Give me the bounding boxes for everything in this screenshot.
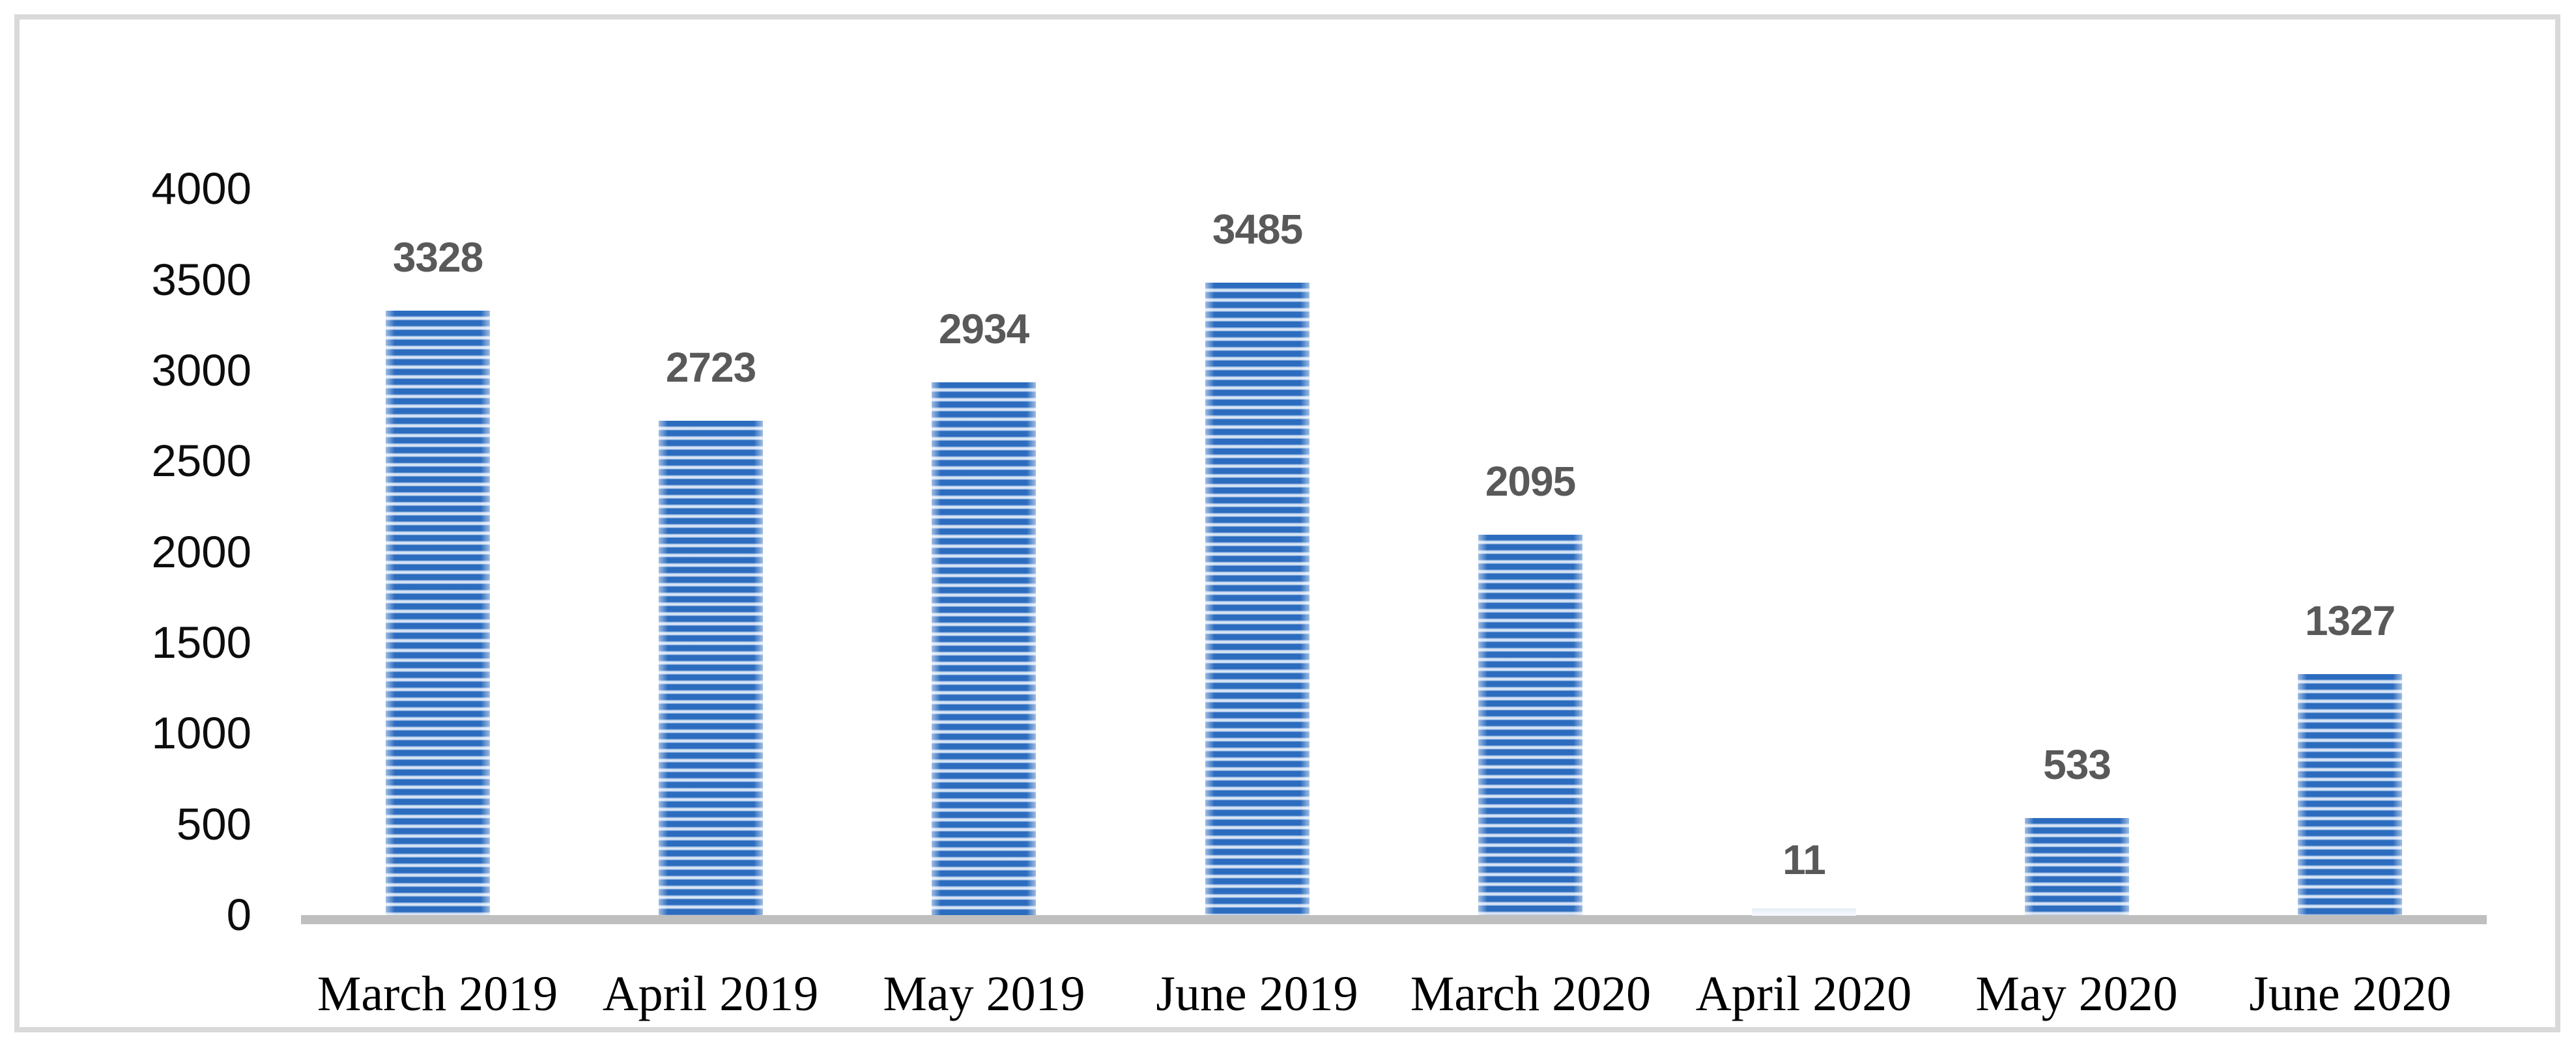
x-axis-label: April 2020 [1695,967,1912,1021]
y-axis-tick-label: 2500 [151,436,252,487]
y-axis-tick-label: 2000 [151,526,252,577]
y-axis-tick-label: 3500 [151,254,252,305]
bar [932,382,1036,915]
bar [2025,818,2129,915]
bar-data-label: 1327 [2304,597,2396,644]
y-axis-tick-label: 500 [176,799,251,849]
x-axis-label: May 2019 [883,967,1085,1021]
bar-data-label: 2723 [665,344,756,391]
bar [2298,674,2402,915]
bar [386,311,490,915]
bar-data-label: 533 [2043,741,2111,788]
x-axis-label: March 2019 [317,967,558,1021]
x-axis-label: June 2019 [1156,967,1358,1021]
y-axis-tick-label: 1500 [151,617,252,668]
x-axis-label: June 2020 [2249,967,2452,1021]
x-axis-label: May 2020 [1975,967,2178,1021]
x-axis-line [301,915,2487,924]
bar-data-label: 2934 [938,305,1029,352]
bar [1478,535,1582,915]
bar [659,421,763,915]
y-axis-tick-label: 0 [226,890,251,940]
x-axis-label: April 2019 [602,967,819,1021]
bar-data-label: 3485 [1212,206,1303,253]
bar [1752,909,1856,916]
bar-data-label: 3328 [392,234,483,281]
bar [1205,283,1309,915]
x-axis-label: March 2020 [1410,967,1652,1021]
bar-data-label: 11 [1782,836,1826,883]
bar-data-label: 2095 [1485,458,1576,505]
y-axis-tick-label: 3000 [151,345,252,395]
y-axis-tick-label: 1000 [151,708,252,759]
y-axis-tick-label: 4000 [151,163,252,214]
